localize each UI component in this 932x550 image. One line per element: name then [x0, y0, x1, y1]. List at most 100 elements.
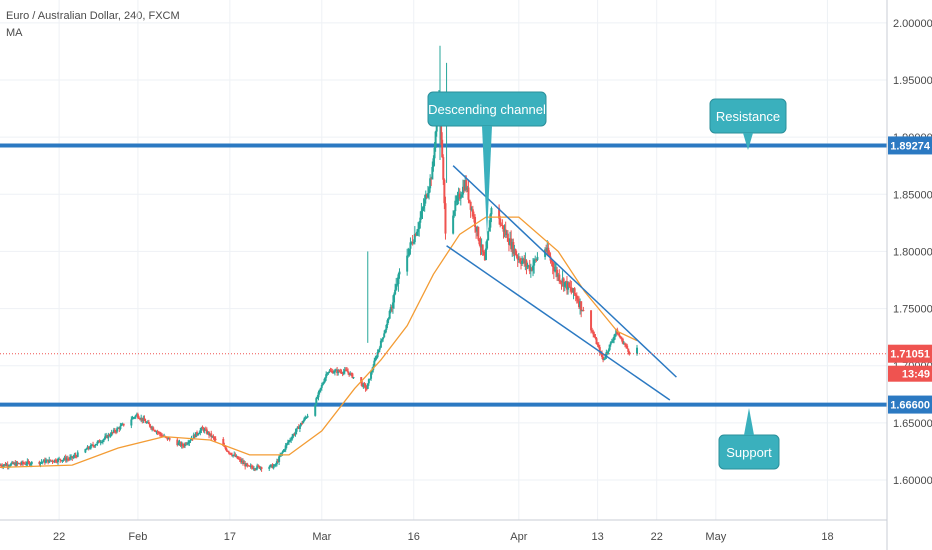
callout-descending-channel[interactable]: Descending channel	[427, 91, 547, 236]
candle-body	[522, 258, 525, 261]
candle-body	[133, 417, 136, 419]
candle-body	[275, 461, 278, 465]
candle-body	[185, 443, 188, 445]
candle-body	[130, 419, 133, 426]
candle-body	[551, 262, 554, 267]
candle-body	[360, 377, 363, 384]
candle-body	[461, 186, 464, 195]
candle-body	[614, 333, 617, 337]
candle-body	[510, 238, 513, 250]
candle-body	[168, 438, 171, 440]
x-tick-label: 18	[821, 531, 833, 543]
candle-body	[283, 449, 286, 451]
candle-body	[519, 261, 522, 264]
candle-body	[3, 464, 6, 466]
candle-body	[351, 373, 354, 378]
candle-body	[256, 465, 259, 469]
candle-body	[483, 255, 486, 261]
candle-body	[181, 443, 184, 447]
candle-body	[222, 438, 225, 446]
indicator-label-ma[interactable]: MA	[6, 27, 23, 39]
x-tick-label: 17	[224, 531, 236, 543]
candle-body	[575, 295, 578, 300]
candle-body	[603, 358, 606, 360]
candle-body	[167, 438, 170, 440]
y-tick-label: 1.60000	[893, 475, 932, 487]
candle-body	[104, 436, 107, 439]
candle-body	[327, 372, 330, 374]
x-tick-label: 22	[53, 531, 65, 543]
candle-body	[425, 194, 428, 198]
candle-body	[108, 434, 111, 436]
candle-body	[150, 426, 153, 429]
candle-body	[193, 434, 196, 438]
candle-body	[179, 442, 182, 446]
candle-body	[546, 247, 549, 252]
candle-body	[622, 343, 625, 345]
candle-body	[199, 430, 202, 434]
y-tick-label: 1.75000	[893, 304, 932, 316]
candle-body	[567, 282, 570, 290]
candle-body	[568, 282, 571, 287]
candle-body	[579, 301, 582, 307]
channel-upper-line[interactable]	[452, 165, 677, 378]
x-tick-label: 16	[408, 531, 420, 543]
callout-support[interactable]: Support	[718, 408, 780, 470]
candle-body	[254, 468, 257, 470]
candle-body	[204, 429, 207, 431]
candle-body	[515, 254, 518, 257]
candle-body	[377, 349, 380, 353]
last-price-tag-bg	[888, 344, 932, 363]
candle-body	[269, 464, 272, 468]
candle-body	[390, 307, 393, 309]
candle-body	[487, 231, 490, 241]
candle-body	[499, 218, 502, 225]
candle-body	[339, 371, 342, 373]
candle-body	[422, 206, 425, 209]
candle-body	[564, 281, 567, 283]
candle-body	[306, 415, 309, 418]
candle-body	[232, 454, 235, 456]
candle-body	[94, 445, 97, 447]
candle-body	[345, 370, 348, 372]
y-tick-label: 1.85000	[893, 189, 932, 201]
candle-body	[408, 248, 411, 256]
candle-body	[426, 193, 429, 198]
candle-body	[95, 444, 98, 446]
candle-body	[341, 372, 344, 374]
candle-body	[86, 446, 89, 450]
channel-lower-line[interactable]	[446, 245, 671, 401]
candle-body	[132, 417, 135, 419]
candle-body	[316, 397, 319, 399]
candle-body	[518, 258, 521, 262]
candle-body	[593, 334, 596, 338]
candle-body	[237, 458, 240, 460]
candle-body	[456, 196, 459, 201]
candle-body	[274, 464, 277, 466]
candle-body	[1, 466, 4, 468]
candle-body	[505, 233, 508, 236]
levels	[0, 143, 887, 407]
callout-resistance[interactable]: Resistance	[709, 98, 787, 150]
candle-body	[234, 454, 237, 457]
candle-body	[13, 462, 16, 464]
candle-body	[4, 464, 7, 466]
candle-body	[244, 463, 247, 467]
candle-body	[559, 281, 562, 283]
candle-body	[25, 464, 28, 466]
candle-body	[250, 465, 253, 468]
candle-body	[72, 456, 75, 458]
candle-body	[226, 450, 229, 452]
candle-body	[87, 446, 90, 449]
candle-body	[389, 307, 392, 311]
y-axis-panel[interactable]	[887, 0, 932, 550]
candle-body	[626, 345, 629, 349]
candle-body	[23, 463, 26, 465]
candle-body	[556, 269, 559, 277]
candle-body	[66, 458, 69, 460]
candle-body	[343, 369, 346, 372]
last-price-tag: 1.71051	[890, 349, 930, 361]
candle-body	[383, 333, 386, 338]
candle-body	[455, 200, 458, 202]
